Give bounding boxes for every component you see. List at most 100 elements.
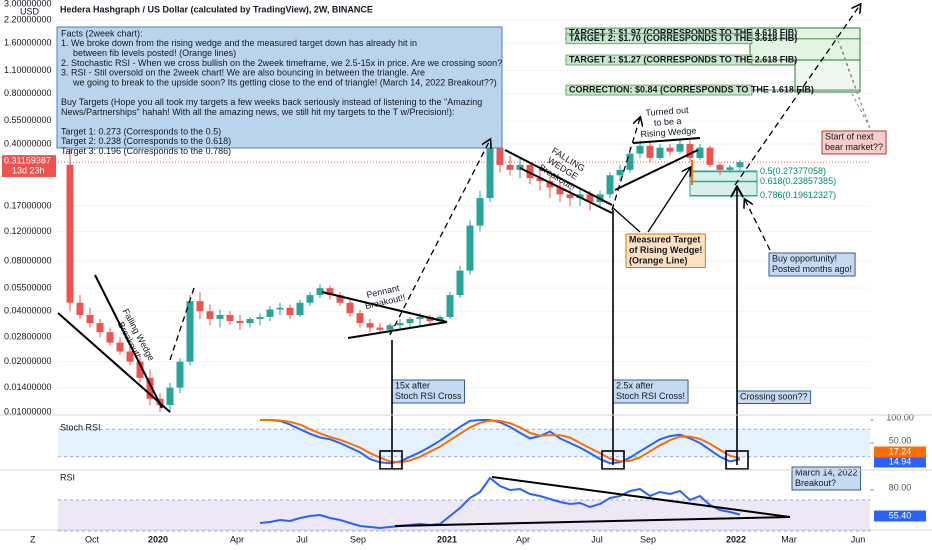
candle-body — [386, 325, 394, 330]
candle-body — [106, 332, 114, 343]
note-line: between fib levels posted! (Orange lines… — [73, 48, 236, 58]
trend-line — [632, 137, 701, 144]
candle-body — [556, 187, 564, 195]
target-zone — [749, 27, 861, 66]
candle-body — [496, 147, 504, 165]
candle-body — [536, 178, 544, 182]
y-tick-label: 3.00000000 — [4, 0, 52, 8]
y-tick-label: 0.80000000 — [4, 88, 52, 98]
candle-body — [516, 164, 524, 170]
target-box — [565, 54, 753, 66]
trend-line — [519, 167, 613, 214]
x-tick-label: Jul — [591, 534, 603, 544]
y-tick-label: 0.40000000 — [4, 138, 52, 148]
target-label: TARGET 3: $1.97 (CORRESPONDS TO THE 4.61… — [569, 27, 797, 37]
unit: USD — [20, 6, 40, 16]
y-tick-label: 0.12000000 — [4, 226, 52, 236]
candle-body — [406, 318, 414, 324]
annotation-box — [821, 130, 887, 155]
candle-body — [546, 181, 554, 188]
candle-body — [466, 225, 474, 271]
candle-body — [306, 295, 314, 303]
candle-body — [416, 316, 424, 319]
candle-body — [426, 316, 434, 321]
annotation-text: of Rising Wedge! — [629, 245, 702, 255]
target-label: CORRECTION: $0.84 (CORRESPONDS TO THE 1.… — [569, 84, 814, 94]
candle-body — [656, 147, 664, 158]
candle-body — [376, 327, 384, 330]
drawings: Z — [0, 5, 932, 544]
annotation-box — [768, 252, 856, 277]
note-line: Target 3: 0.196 (Corresponds to the 0.78… — [61, 146, 231, 156]
candle-body — [576, 194, 584, 199]
dashed-arrow — [389, 140, 490, 336]
y-tick-label: 0.04000000 — [4, 306, 52, 316]
x-tick-label: Jul — [296, 534, 308, 544]
candle-body — [476, 198, 484, 226]
candle-body — [166, 387, 174, 406]
candle-body — [736, 162, 744, 168]
annotation-text: 15x after — [395, 380, 430, 390]
y-tick-label: 50.00 — [889, 435, 912, 445]
annotation-text: Posted months ago! — [772, 264, 852, 274]
note-line: Facts (2week chart): — [61, 28, 143, 38]
annotation-text: Start of next — [825, 131, 874, 141]
candle-body — [146, 377, 154, 399]
annotation-box — [625, 233, 706, 268]
annotation: Crossing soon?? — [736, 390, 812, 404]
annotation-text: Rising Wedge — [640, 125, 696, 139]
candle-body — [646, 145, 654, 158]
series-line — [260, 419, 741, 465]
candle-body — [116, 342, 124, 352]
note-line: 3. RSI - Stil oversold on the 2week char… — [61, 68, 425, 78]
value-tag-label: 14.94 — [889, 456, 912, 466]
trend-line — [491, 476, 791, 518]
series-line — [260, 419, 741, 464]
annotation-text: March 14, 2022 — [795, 467, 858, 477]
annotation-text: (Orange Line) — [629, 255, 688, 265]
dashed-lines — [834, 31, 871, 129]
notes-box — [56, 26, 503, 149]
candle-body — [246, 318, 254, 324]
candle-body — [186, 301, 194, 362]
y-tick-label: 0.02000000 — [4, 356, 52, 366]
candle-body — [616, 169, 624, 176]
candle-body — [96, 323, 104, 333]
fib-label: 0.786(0.19612327) — [760, 190, 836, 200]
y-tick-label: 1.10000000 — [4, 65, 52, 75]
candle-body — [586, 194, 594, 202]
candle-body — [566, 194, 574, 199]
candle-body — [206, 311, 214, 319]
candle-body — [76, 302, 84, 316]
annotation-text: Measured Target — [629, 234, 700, 244]
y-tick-label: 1.60000000 — [4, 38, 52, 48]
note-line: Target 1: 0.273 (Corresponds to the 0.5) — [61, 126, 221, 136]
trend-line — [321, 291, 448, 323]
candle-body — [326, 288, 334, 296]
cross-box — [725, 450, 749, 470]
x-tick-label: Oct — [85, 534, 100, 544]
pane-title: RSI — [60, 472, 75, 482]
y-tick-label: 100.00 — [886, 412, 914, 422]
annotation-text: Stoch RSI Cross! — [616, 391, 685, 401]
candle-body — [216, 315, 224, 319]
y-tick-label: 0.01400000 — [4, 382, 52, 392]
x-tick-label: 2022 — [726, 534, 746, 544]
note-line: News/Partnerships" hahah! With all the a… — [61, 107, 455, 117]
candle-body — [196, 301, 204, 312]
target-box — [565, 33, 753, 45]
x-tick-label: Sep — [350, 534, 366, 544]
candle-body — [126, 351, 134, 362]
annotation-text: 2.5x after — [616, 380, 654, 390]
candle-body — [436, 316, 444, 321]
price-label: 0.31159387 — [4, 155, 51, 165]
icon[interactable]: Z — [30, 534, 36, 544]
trend-line — [394, 516, 791, 527]
y-tick-label: 0.01000000 — [4, 406, 52, 416]
target-label: TARGET 2: $1.70 (CORRESPONDS TO THE 3.61… — [569, 33, 797, 43]
